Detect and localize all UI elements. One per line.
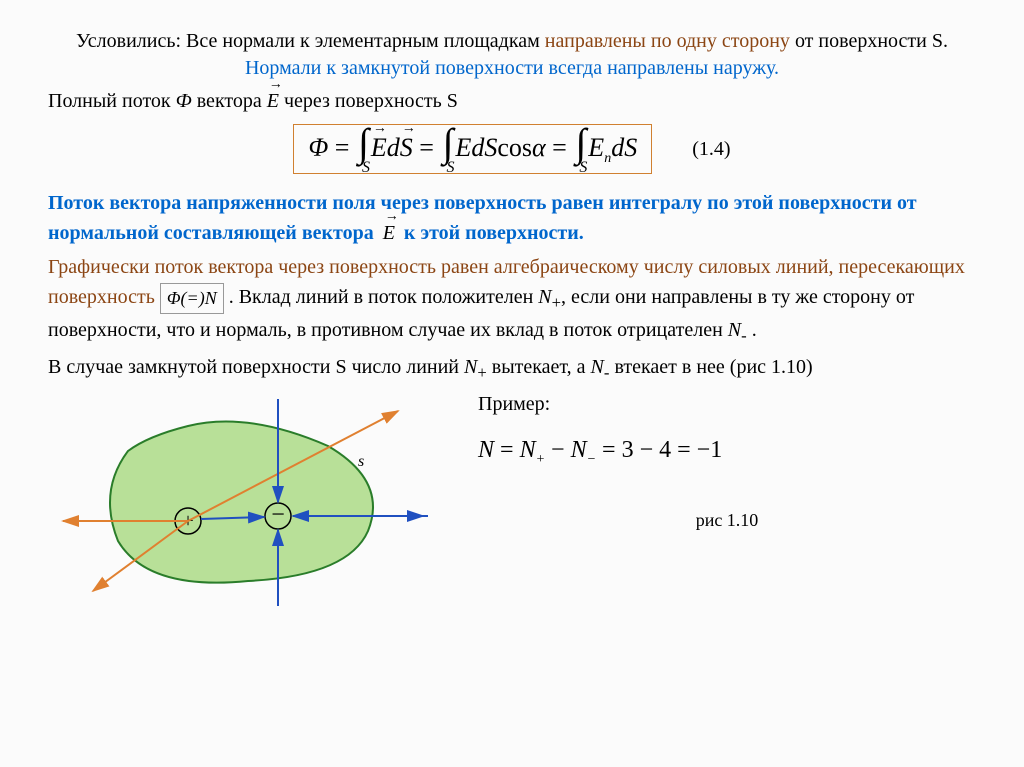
graph-Nm: N xyxy=(728,319,741,341)
ex-m1: − xyxy=(545,437,571,463)
ex-plus: + xyxy=(536,452,545,467)
intro-t3: от поверхности S. xyxy=(790,30,948,52)
ex-Np: N xyxy=(520,437,536,463)
eq-eq1: = xyxy=(328,133,356,162)
ex-N: N xyxy=(478,437,494,463)
eq-phi: Φ xyxy=(308,133,328,162)
cs-l5c: втекает в нее (рис 1.10) xyxy=(609,356,812,378)
diagram-column: s + − xyxy=(48,391,448,611)
intro-t2: направлены по одну сторону xyxy=(545,30,790,52)
flux-t1: Полный поток xyxy=(48,90,176,112)
int1: ∫S xyxy=(358,131,369,163)
s-label: s xyxy=(358,453,364,470)
def-E: E xyxy=(383,218,395,248)
graph-box: Φ(=)N xyxy=(160,283,224,314)
eq-S1: S xyxy=(400,133,413,163)
flux-E: E xyxy=(267,88,279,114)
definition: Поток вектора напряженности поля через п… xyxy=(48,188,976,248)
intro-paragraph: Условились: Все нормали к элементарным п… xyxy=(48,28,976,82)
example-row: s + − Пример: N = N+ − N− = 3 − 4 = −1 xyxy=(48,391,976,611)
ex-Nm: N xyxy=(571,437,587,463)
graph-Np: N xyxy=(538,286,551,308)
eq-sub-n: n xyxy=(604,151,611,166)
graph-l2: . Вклад линий в поток положителен xyxy=(224,286,539,308)
def-l2: к этой поверхности. xyxy=(399,222,584,244)
int3: ∫S xyxy=(575,131,586,163)
eq-eq3: = xyxy=(552,133,573,162)
graph-explanation: Графически поток вектора через поверхнос… xyxy=(48,252,976,348)
graph-plus: + xyxy=(552,293,561,312)
cs-Np: N xyxy=(464,356,477,378)
flux-phi: Ф xyxy=(176,90,192,112)
ex-eq2: = 3 − 4 = −1 xyxy=(596,437,722,463)
closed-surface: В случае замкнутой поверхности S число л… xyxy=(48,352,976,385)
flux-line: Полный поток Ф вектора E через поверхнос… xyxy=(48,88,976,114)
cs-Nm: N xyxy=(591,356,604,378)
cs-l5a: В случае замкнутой поверхности S число л… xyxy=(48,356,464,378)
example-column: Пример: N = N+ − N− = 3 − 4 = −1 рис 1.1… xyxy=(448,391,976,611)
flux-t3: через поверхность S xyxy=(279,90,458,112)
example-equation: N = N+ − N− = 3 − 4 = −1 xyxy=(478,435,976,469)
flux-t2: вектора xyxy=(192,90,267,112)
figure-label: рис 1.10 xyxy=(478,509,976,532)
minus-sign: − xyxy=(271,502,285,528)
example-title: Пример: xyxy=(478,391,976,417)
eq-eq2: = xyxy=(419,133,440,162)
equation-box: Φ = ∫SEdS = ∫SEdScosα = ∫SEndS xyxy=(293,124,652,174)
equation-row: Φ = ∫SEdS = ∫SEdScosα = ∫SEndS (1.4) xyxy=(48,124,976,174)
cs-l5b: вытекает, а xyxy=(487,356,591,378)
graph-l4: . xyxy=(747,319,757,341)
equation-number: (1.4) xyxy=(692,138,730,161)
ex-eq1: = xyxy=(494,437,520,463)
intro-t1: Условились: Все нормали к элементарным п… xyxy=(76,30,545,52)
ex-minus: − xyxy=(587,452,596,467)
field-diagram: s + − xyxy=(48,391,438,611)
eq-E1: E xyxy=(371,133,387,163)
cs-plus: + xyxy=(477,363,486,382)
intro-t4: Нормали к замкнутой поверхности всегда н… xyxy=(245,57,779,79)
int2: ∫S xyxy=(442,131,453,163)
